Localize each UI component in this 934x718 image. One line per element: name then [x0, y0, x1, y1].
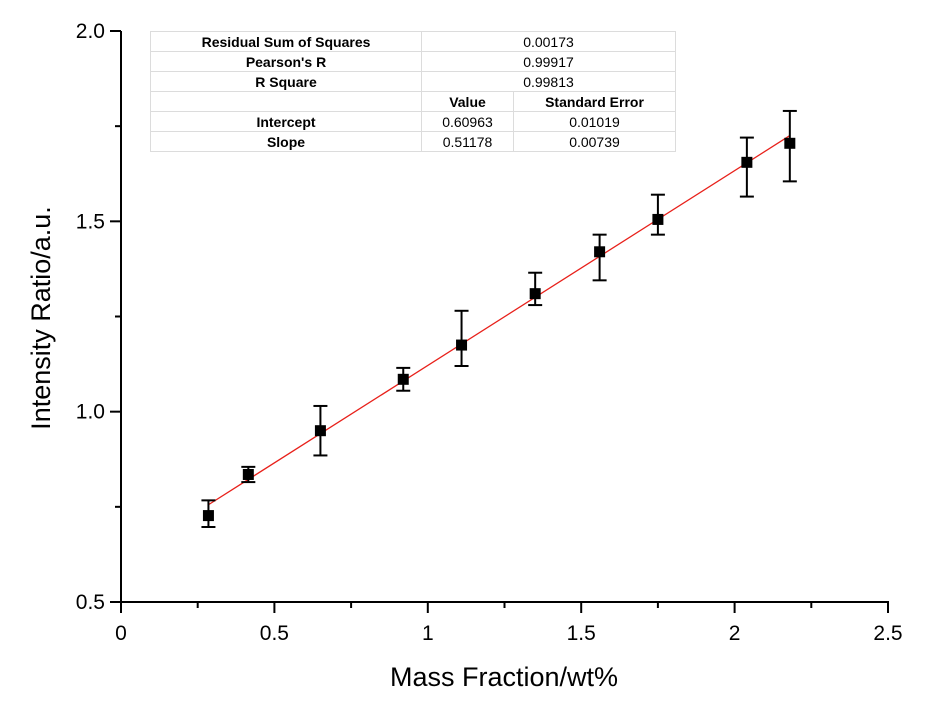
table-cell: R Square	[150, 71, 422, 92]
point-marker	[397, 373, 409, 385]
point-marker	[529, 288, 541, 300]
x-tick-label: 1	[422, 622, 434, 645]
data-point	[313, 404, 328, 457]
table-cell: 0.00173	[421, 31, 676, 52]
table-row: Slope 0.51178 0.00739	[150, 131, 676, 152]
table-header-cell: Standard Error	[513, 91, 676, 112]
y-tick-label: 1.5	[76, 210, 105, 233]
table-cell: 0.01019	[513, 111, 676, 132]
table-cell: Slope	[150, 131, 422, 152]
table-cell: 0.60963	[421, 111, 514, 132]
y-tick-label: 1.0	[76, 401, 105, 424]
point-marker	[741, 156, 753, 168]
table-cell: Residual Sum of Squares	[150, 31, 422, 52]
data-point	[528, 271, 543, 307]
x-tick-label: 2.5	[873, 622, 902, 645]
point-marker	[202, 510, 214, 522]
data-point	[241, 465, 256, 484]
data-point	[592, 233, 607, 282]
table-cell	[150, 91, 422, 112]
table-cell: 0.99813	[421, 71, 676, 92]
ticks	[110, 30, 889, 613]
table-cell: 0.51178	[421, 131, 514, 152]
y-tick-label: 2.0	[76, 20, 105, 43]
point-marker	[594, 246, 606, 258]
point-marker	[652, 213, 664, 225]
data-point	[650, 193, 665, 236]
table-row: Residual Sum of Squares 0.00173	[150, 31, 676, 52]
table-cell: Pearson's R	[150, 51, 422, 72]
point-marker	[314, 425, 326, 437]
y-tick-label: 0.5	[76, 591, 105, 614]
x-tick-label: 1.5	[567, 622, 596, 645]
table-row: Pearson's R 0.99917	[150, 51, 676, 72]
table-cell: 0.99917	[421, 51, 676, 72]
table-cell: 0.00739	[513, 131, 676, 152]
fit-statistics-table: Residual Sum of Squares 0.00173 Pearson'…	[150, 31, 676, 152]
x-tick-label: 2	[729, 622, 741, 645]
data-point	[739, 136, 754, 198]
data-point	[201, 499, 216, 529]
y-axis-title: Intensity Ratio/a.u.	[26, 206, 56, 430]
table-row: R Square 0.99813	[150, 71, 676, 92]
point-marker	[784, 137, 796, 149]
x-tick-label: 0.5	[260, 622, 289, 645]
table-row: Intercept 0.60963 0.01019	[150, 111, 676, 132]
tick-labels: 0 0.5 1 1.5 2 2.5 0.5 1.0 1.5 2.0	[76, 20, 903, 645]
table-header-cell: Value	[421, 91, 514, 112]
point-marker	[242, 468, 254, 480]
data-points	[201, 109, 797, 529]
data-point	[782, 109, 797, 183]
table-header-row: Value Standard Error	[150, 91, 676, 112]
data-point	[396, 366, 411, 392]
x-axis-title: Mass Fraction/wt%	[390, 662, 618, 692]
x-tick-label: 0	[115, 622, 127, 645]
fit-line	[208, 135, 791, 506]
data-point	[454, 309, 469, 367]
table-cell: Intercept	[150, 111, 422, 132]
point-marker	[456, 339, 468, 351]
